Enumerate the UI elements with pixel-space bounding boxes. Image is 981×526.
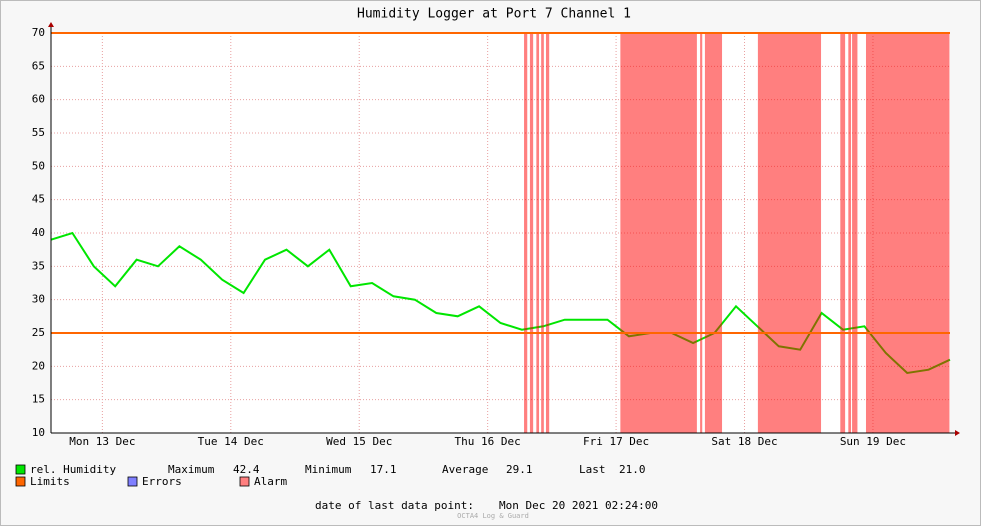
y-tick-label: 50 — [32, 159, 45, 172]
y-tick-label: 35 — [32, 259, 45, 272]
legend-label: Errors — [142, 475, 182, 488]
stat-label: Average — [442, 463, 488, 476]
stat-value: 42.4 — [233, 463, 260, 476]
legend-label: rel. Humidity — [30, 463, 116, 476]
footer-value: Mon Dec 20 2021 02:24:00 — [499, 499, 658, 512]
x-arrow — [955, 430, 960, 436]
legend: rel. Humidity Maximum 42.4 Minimum 17.1 Avera… — [15, 463, 658, 520]
y-tick-label: 55 — [32, 126, 45, 139]
legend-label: Limits — [30, 475, 70, 488]
stat-value: 29.1 — [506, 463, 533, 476]
y-tick-label: 15 — [32, 393, 45, 406]
alarm-band — [704, 33, 723, 433]
alarm-band — [620, 33, 697, 433]
legend-swatch — [15, 464, 26, 475]
alarm-band — [536, 33, 540, 433]
alarm-band — [757, 33, 822, 433]
x-tick-label: Thu 16 Dec — [455, 435, 521, 448]
watermark: OCTA4 Log & Guard — [457, 512, 529, 520]
alarm-band — [545, 33, 550, 433]
x-tick-label: Sat 18 Dec — [711, 435, 777, 448]
y-tick-label: 65 — [32, 59, 45, 72]
x-tick-label: Fri 17 Dec — [583, 435, 649, 448]
y-tick-label: 60 — [32, 93, 45, 106]
y-tick-label: 20 — [32, 359, 45, 372]
x-tick-label: Tue 14 Dec — [198, 435, 264, 448]
y-tick-label: 25 — [32, 326, 45, 339]
alarm-band — [541, 33, 544, 433]
stat-value: 21.0 — [619, 463, 646, 476]
y-tick-label: 40 — [32, 226, 45, 239]
stat-label: Minimum — [305, 463, 352, 476]
x-tick-label: Wed 15 Dec — [326, 435, 392, 448]
alarm-band — [848, 33, 852, 433]
axes — [48, 22, 960, 436]
stat-label: Last — [579, 463, 606, 476]
stat-label: Maximum — [168, 463, 215, 476]
alarm-band — [840, 33, 846, 433]
alarm-band — [529, 33, 534, 433]
alarm-band — [524, 33, 528, 433]
x-tick-label: Mon 13 Dec — [69, 435, 135, 448]
alarm-band — [700, 33, 703, 433]
y-tick-label: 30 — [32, 293, 45, 306]
y-tick-label: 70 — [32, 26, 45, 39]
legend-swatch — [127, 476, 138, 487]
legend-label: Alarm — [254, 475, 287, 488]
legend-swatch — [239, 476, 250, 487]
chart-title: Humidity Logger at Port 7 Channel 1 — [357, 7, 631, 22]
y-arrow — [48, 22, 54, 27]
x-tick-label: Sun 19 Dec — [840, 435, 906, 448]
stat-value: 17.1 — [370, 463, 397, 476]
legend-swatch — [15, 476, 26, 487]
y-tick-label: 10 — [32, 426, 45, 439]
footer-label: date of last data point: — [315, 499, 474, 512]
plot — [50, 32, 951, 433]
y-tick-label: 45 — [32, 193, 45, 206]
alarm-band — [865, 33, 950, 433]
alarm-band — [852, 33, 858, 433]
